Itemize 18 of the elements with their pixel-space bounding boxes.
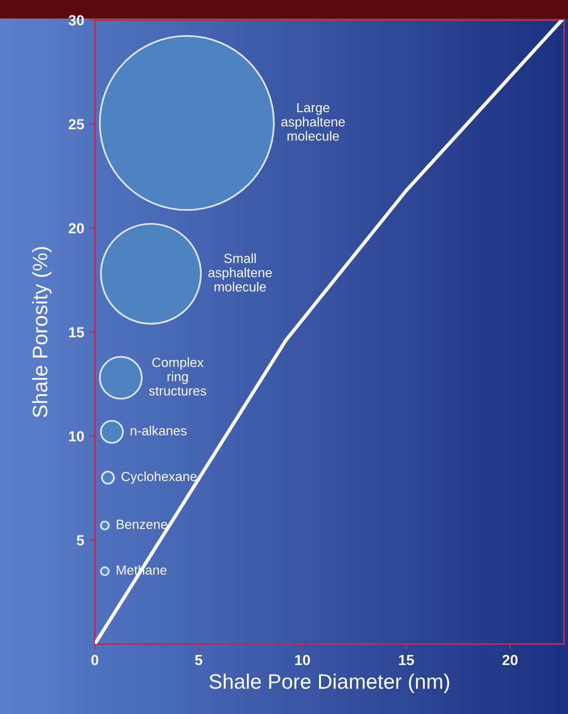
x-tick-label: 5 — [195, 654, 202, 666]
x-tick-label: 15 — [399, 654, 414, 666]
x-tick-label: 20 — [502, 654, 518, 666]
x-tick-label: 0 — [91, 654, 98, 666]
annotation: Large asphaltene molecule — [281, 103, 345, 141]
y-tick-label: 10 — [69, 431, 84, 442]
annotation: Complex ring structures — [149, 357, 206, 396]
y-tick-label: 15 — [69, 327, 84, 338]
annotation: Benzene — [116, 520, 168, 530]
annotation: n-alkanes — [130, 426, 187, 436]
y-axis-title: Shale Porosity (%) — [32, 247, 52, 418]
annotation: Cyclohexane — [122, 471, 197, 484]
x-tick-label: 10 — [295, 654, 310, 666]
x-axis-title: Shale Pore Diameter (nm) — [209, 674, 450, 694]
y-tick-label: 20 — [68, 223, 84, 234]
y-tick-label: 5 — [76, 535, 84, 546]
y-tick-label: 25 — [68, 119, 84, 130]
annotation: Small asphaltene molecule — [208, 253, 272, 292]
